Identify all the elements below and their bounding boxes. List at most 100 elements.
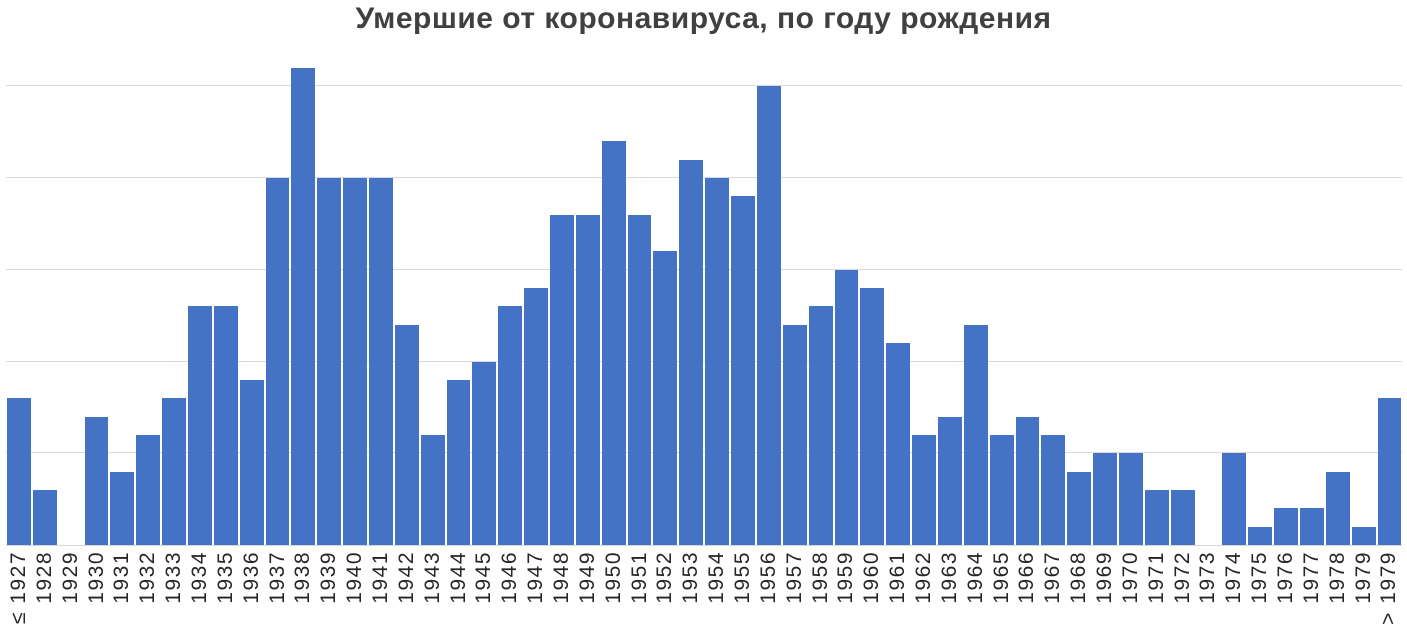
bar-slot [1377, 56, 1403, 545]
x-tick-label: 1935 [213, 551, 237, 604]
bar-slot [989, 56, 1015, 545]
x-label-cell: 1958 [808, 549, 834, 641]
x-label-cell: 1942 [394, 549, 420, 641]
x-tick-label: 1979 [1351, 551, 1375, 604]
bar [1325, 471, 1350, 545]
x-label-cell: 1964 [963, 549, 989, 641]
x-label-cell: 1971 [1144, 549, 1170, 641]
x-tick-label: 1928 [32, 551, 56, 604]
bar [1144, 489, 1169, 545]
x-label-cell: 1976 [1273, 549, 1299, 641]
bar [1377, 398, 1402, 545]
x-tick-label: 1934 [187, 551, 211, 604]
x-label-cell: 1948 [549, 549, 575, 641]
x-label-cell: 1943 [420, 549, 446, 641]
x-tick-label: 1976 [1274, 551, 1298, 604]
x-label-cell: 1935 [213, 549, 239, 641]
x-tick-label: 1966 [1015, 551, 1039, 604]
bar [32, 489, 57, 545]
bar [1351, 526, 1376, 545]
bar [1299, 508, 1324, 545]
x-label-cell: 1930 [84, 549, 110, 641]
bar-slot [342, 56, 368, 545]
x-label-cell: 1972 [1170, 549, 1196, 641]
bar [369, 178, 393, 545]
bar [1170, 489, 1195, 545]
x-tick-label: 1965 [989, 551, 1013, 604]
x-label-cell: 1947 [523, 549, 549, 641]
bar-slot [420, 56, 446, 545]
x-tick-label: 1956 [756, 551, 780, 604]
x-label-cell: 1931 [109, 549, 135, 641]
x-label-cell: 1974 [1221, 549, 1247, 641]
x-tick-label: 1963 [937, 551, 961, 604]
bar-slot [549, 56, 575, 545]
gridline [6, 268, 1402, 270]
bar-slot [937, 56, 963, 545]
x-tick-label: 1973 [1196, 551, 1220, 604]
x-tick-label: 1932 [136, 551, 160, 604]
bar [524, 288, 549, 545]
x-label-cell: 1979 [1351, 549, 1377, 641]
bar-slot [135, 56, 161, 545]
bar [420, 434, 445, 545]
bar [1093, 453, 1117, 545]
bar [937, 416, 962, 545]
bar [7, 398, 31, 545]
bar-slot [1015, 56, 1041, 545]
bar [886, 343, 911, 545]
x-tick-label: 1948 [549, 551, 573, 604]
x-tick-label: 1947 [524, 551, 548, 604]
bar [136, 434, 161, 545]
x-tick-label: 1974 [1222, 551, 1246, 604]
bar-slot [1247, 56, 1273, 545]
x-tick-label: 1972 [1170, 551, 1194, 604]
x-tick-label: 1953 [679, 551, 703, 604]
x-label-cell: 1970 [1118, 549, 1144, 641]
bar [213, 306, 238, 545]
x-label-cell: 1941 [368, 549, 394, 641]
x-label-cell: 1950 [601, 549, 627, 641]
bar [989, 434, 1014, 545]
x-tick-label: 1958 [808, 551, 832, 604]
bar [265, 178, 290, 545]
bar-slot [1221, 56, 1247, 545]
x-label-cell: 1959 [834, 549, 860, 641]
bar-slot [1118, 56, 1144, 545]
x-tick-label: 1949 [575, 551, 599, 604]
bar [498, 306, 523, 545]
x-tick-label: 1930 [84, 551, 108, 604]
x-label-cell: 1977 [1299, 549, 1325, 641]
bar [834, 269, 859, 545]
bar [679, 159, 704, 545]
x-tick-label: 1952 [653, 551, 677, 604]
bar [860, 288, 885, 545]
bar [963, 324, 988, 545]
x-tick-label: 1971 [1144, 551, 1168, 604]
x-label-cell: 1957 [782, 549, 808, 641]
bar-slot [471, 56, 497, 545]
bar-slot [963, 56, 989, 545]
bar-slot [601, 56, 627, 545]
x-label-cell: 1956 [756, 549, 782, 641]
x-label-cell: > 1979 [1377, 549, 1403, 641]
bar [575, 214, 600, 545]
bar [601, 141, 626, 545]
chart-title: Умершие от коронавируса, по году рождени… [355, 2, 1052, 35]
bar [912, 434, 936, 545]
bar-slot [497, 56, 523, 545]
x-label-cell: 1965 [989, 549, 1015, 641]
bar [808, 306, 833, 545]
x-tick-label: 1977 [1299, 551, 1323, 604]
bar [317, 178, 342, 545]
bar-slot [782, 56, 808, 545]
bar [1015, 416, 1040, 545]
bar-slot [834, 56, 860, 545]
x-tick-label: 1950 [601, 551, 625, 604]
bar-slot [316, 56, 342, 545]
bar-slot [523, 56, 549, 545]
bar-slot [1092, 56, 1118, 545]
bar-slot [1196, 56, 1222, 545]
bar [446, 379, 471, 545]
bar-slot [58, 56, 84, 545]
